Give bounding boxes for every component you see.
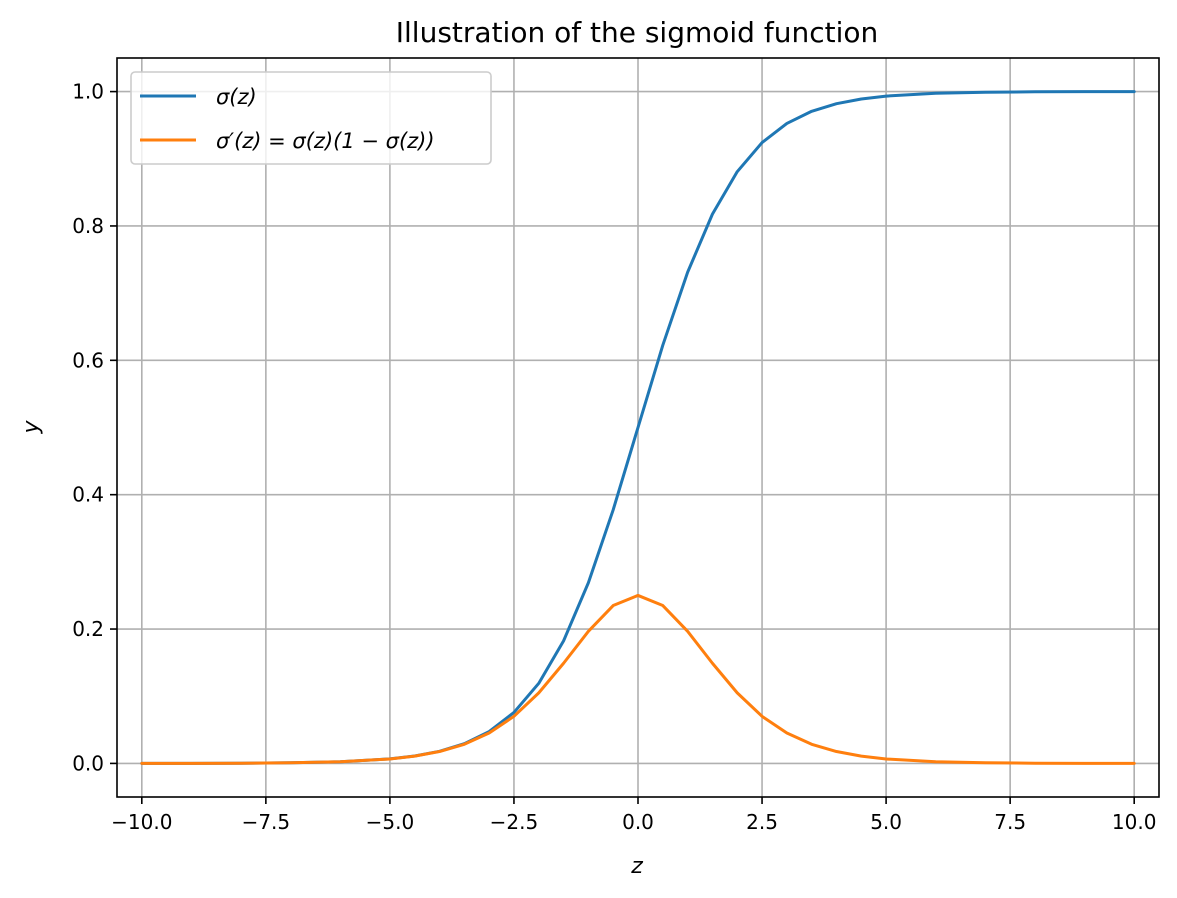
legend-label-sigma: σ(z) <box>216 85 257 109</box>
series-layer <box>140 90 1136 765</box>
x-axis-ticks: −10.0 −7.5 −5.0 −2.5 0.0 2.5 5.0 7.5 10.0 <box>111 797 1156 834</box>
y-tick-label: 1.0 <box>72 80 104 104</box>
legend-box <box>130 71 492 165</box>
y-axis-label: y <box>19 420 44 435</box>
x-axis-label: z <box>630 854 643 879</box>
sigmoid-derivative-line <box>140 593 1136 765</box>
x-tick-label: −7.5 <box>242 810 291 834</box>
legend: σ(z) σ′(z) = σ(z)(1 − σ(z)) <box>130 71 492 165</box>
chart-title: Illustration of the sigmoid function <box>396 16 878 49</box>
x-tick-label: 7.5 <box>994 810 1026 834</box>
x-tick-label: −2.5 <box>490 810 539 834</box>
x-tick-label: 2.5 <box>746 810 778 834</box>
y-tick-label: 0.2 <box>72 617 104 641</box>
y-tick-label: 0.8 <box>72 214 104 238</box>
x-tick-label: 0.0 <box>622 810 654 834</box>
x-tick-label: −5.0 <box>366 810 415 834</box>
legend-label-sigma-derivative: σ′(z) = σ(z)(1 − σ(z)) <box>216 129 435 153</box>
y-tick-label: 0.0 <box>72 751 104 775</box>
x-tick-label: 10.0 <box>1112 810 1157 834</box>
y-tick-label: 0.4 <box>72 483 104 507</box>
y-axis-ticks: 0.0 0.2 0.4 0.6 0.8 1.0 <box>72 80 117 775</box>
y-tick-label: 0.6 <box>72 348 104 372</box>
x-tick-label: 5.0 <box>870 810 902 834</box>
x-tick-label: −10.0 <box>111 810 172 834</box>
